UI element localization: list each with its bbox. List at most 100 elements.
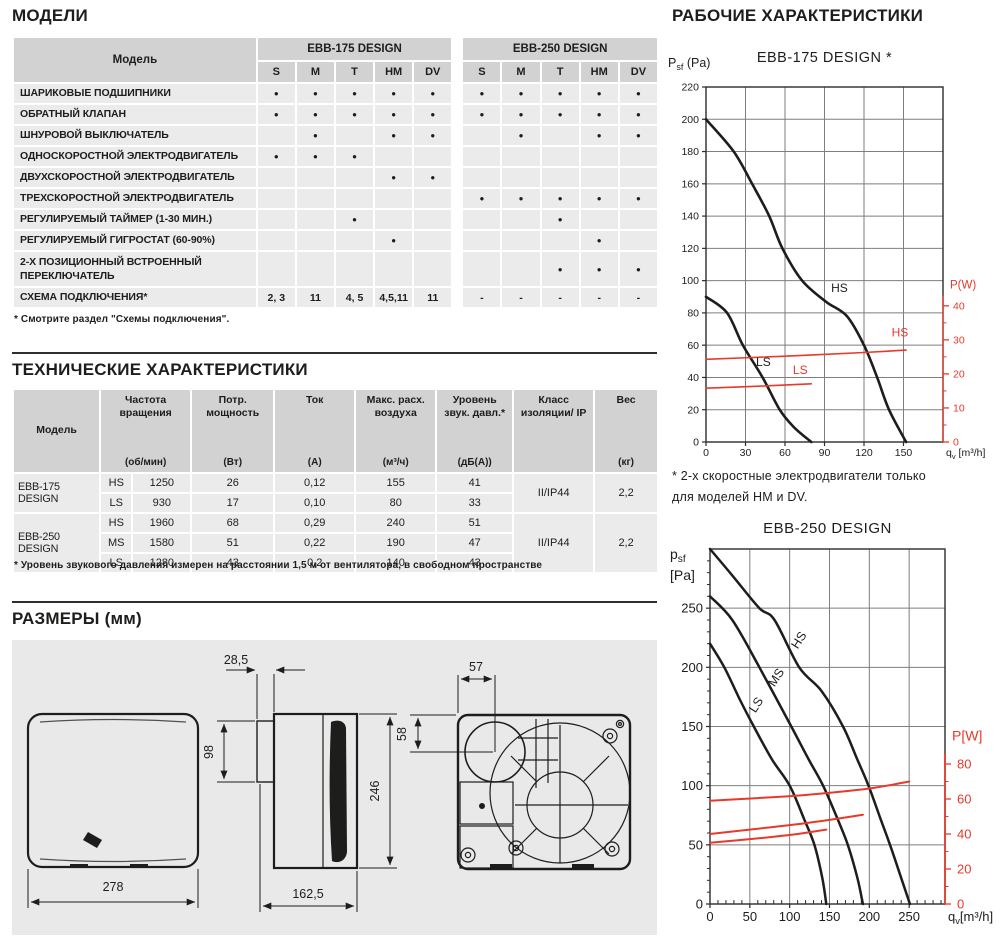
feature-label: ШНУРОВОЙ ВЫКЛЮЧАТЕЛЬ [14,126,256,145]
feature-dot-cell: ● [502,84,540,103]
y-tick-label: 100 [681,778,703,793]
chart-note-line1: * 2-х скоростные электродвигатели только [672,469,926,483]
feature-row: ОДНОСКОРОСТНОЙ ЭЛЕКТРОДВИГАТЕЛЬ ● ● ● [14,147,657,166]
feature-dot-cell: ● [257,105,295,124]
feature-dot-cell: ● [541,252,579,286]
feature-dot-cell: ● [375,168,413,187]
weight-value: 2,2 [595,514,657,572]
feature-dot-cell [414,231,452,250]
feature-label: ОДНОСКОРОСТНОЙ ЭЛЕКТРОДВИГАТЕЛЬ [14,147,256,166]
side-view-drawing [217,666,397,912]
feature-dot-cell [619,210,657,229]
y-tick-label: 60 [687,340,699,352]
x-tick-label: 60 [779,447,791,459]
feature-dot-cell [257,168,295,187]
series-ls-power-curve [705,383,813,389]
y-tick-label: 250 [681,601,703,616]
section-divider [12,601,657,603]
rpm-value: 1250 [133,474,191,492]
x-tick-label: 0 [703,447,709,459]
feature-dot-cell: ● [463,84,501,103]
series-label-hs: HS [831,281,848,295]
variant-header: M [502,62,540,82]
noise-value: 41 [437,474,513,492]
airflow-value: 140 [356,554,436,572]
y-tick-label: 0 [696,896,703,911]
power-axis-label: P[W] [952,727,982,743]
feature-dot-cell: ● [619,189,657,208]
chart-ebb-175: 0 30 60 90 120 150020406080100120140160180200… [668,50,985,461]
feature-dot-cell: ● [335,147,374,166]
airflow-value: 190 [356,534,436,552]
feature-dot-cell: ● [463,105,501,124]
feature-row: РЕГУЛИРУЕМЫЙ ТАЙМЕР (1-30 МИН.) ● ● [14,210,657,229]
dim-front-width: 278 [103,880,124,894]
schema-cell: 2, 3 [257,288,295,307]
tech-footnote: * Уровень звукового давления измерен на … [14,560,543,571]
dimensions-heading: РАЗМЕРЫ (мм) [12,609,142,628]
group-gap [453,126,461,145]
feature-dot-cell [619,231,657,250]
chart-title: EBB-175 DESIGN * [757,50,892,66]
speed-label: LS [101,554,132,572]
x-tick-label: 90 [819,447,831,459]
x-tick-label: 0 [706,909,713,924]
tech-column-header: Макс. расх. воздуха (м³/ч) [356,390,436,472]
feature-dot-cell [335,126,374,145]
rear-view-drawing [410,675,632,871]
x-tick-label: 250 [898,909,920,924]
feature-dot-cell: ● [619,252,657,286]
y-tick-label: 80 [687,307,699,319]
feature-dot-cell [463,126,501,145]
x-tick-label: 120 [855,447,873,459]
feature-dot-cell: ● [414,84,452,103]
variant-header: T [541,62,579,82]
power-tick-label: 20 [953,368,965,380]
feature-label: РЕГУЛИРУЕМЫЙ ТАЙМЕР (1-30 МИН.) [14,210,256,229]
current-value: 0,12 [275,474,355,492]
front-view-drawing [26,712,200,908]
feature-dot-cell: ● [375,84,413,103]
tech-model-name: EBB-175 DESIGN [14,474,100,512]
dimension-labels: 278 28,5 98 246 162,5 57 58 [103,653,483,901]
schema-cell: - [619,288,657,307]
y-tick-label: 180 [681,146,699,158]
feature-dot-cell [463,147,501,166]
chart-note: * 2-х скоростные электродвигатели только… [672,466,982,509]
feature-label: СХЕМА ПОДКЛЮЧЕНИЯ* [14,288,256,307]
feature-dot-cell [257,231,295,250]
power-tick-label: 60 [957,791,971,806]
group-header-ebb250: EBB-250 DESIGN [463,38,657,60]
x-tick-label: 150 [895,447,913,459]
y-tick-label: 140 [681,211,699,223]
current-value: 0,29 [275,514,355,532]
y-tick-label: 160 [681,178,699,190]
insulation-class: II/IP44 [514,514,594,572]
feature-dot-cell: ● [296,126,334,145]
feature-dot-cell [375,189,413,208]
feature-dot-cell: ● [257,84,295,103]
feature-dot-cell [541,168,579,187]
feature-dot-cell [414,252,452,286]
airflow-value: 155 [356,474,436,492]
current-value: 0,2 [275,554,355,572]
feature-dot-cell [619,147,657,166]
feature-dot-cell [335,189,374,208]
feature-row: СХЕМА ПОДКЛЮЧЕНИЯ* 2, 3 11 4, 5 4,5,11 11- - - -… [14,288,657,307]
y-tick-label: 200 [681,660,703,675]
group-gap [453,252,461,286]
feature-dot-cell [296,252,334,286]
noise-value: 51 [437,514,513,532]
series-label-ls: LS [793,363,808,377]
performance-heading: РАБОЧИЕ ХАРАКТЕРИСТИКИ [672,6,924,25]
rpm-value: 930 [133,494,191,512]
y-tick-label: 20 [687,404,699,416]
power-tick-label: 40 [953,300,965,312]
feature-row: ТРЕХСКОРОСТНОЙ ЭЛЕКТРОДВИГАТЕЛЬ ● ● ● ● ● [14,189,657,208]
feature-dot-cell: ● [580,231,618,250]
feature-dot-cell: ● [296,147,334,166]
airflow-value: 240 [356,514,436,532]
feature-dot-cell: ● [414,105,452,124]
variant-header: DV [619,62,657,82]
feature-dot-cell [414,189,452,208]
